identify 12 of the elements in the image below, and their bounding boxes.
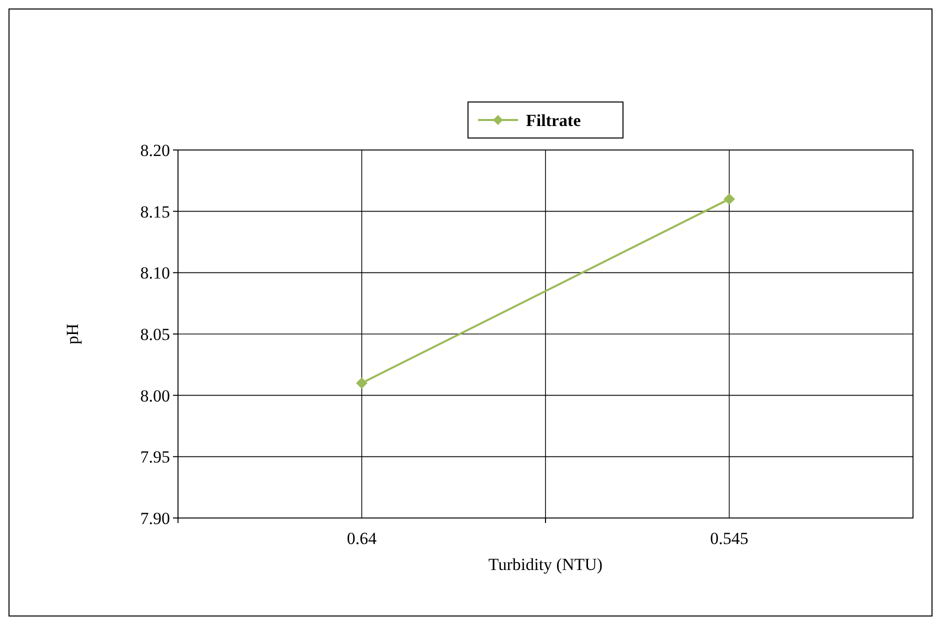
y-tick-label: 8.20	[140, 140, 170, 160]
y-tick-label: 8.15	[140, 202, 170, 222]
x-axis-title: Turbidity (NTU)	[488, 555, 603, 574]
y-tick-label: 7.90	[140, 508, 170, 528]
x-tick-label: 0.545	[710, 529, 748, 548]
y-tick-label: 8.05	[140, 324, 170, 344]
legend-label: Filtrate	[526, 110, 582, 130]
y-tick-label: 7.95	[140, 448, 170, 467]
y-tick-label: 8.00	[140, 386, 170, 406]
x-tick-label: 0.64	[346, 529, 378, 548]
y-axis-title: pH	[63, 324, 82, 344]
y-tick-label: 8.10	[140, 264, 170, 283]
